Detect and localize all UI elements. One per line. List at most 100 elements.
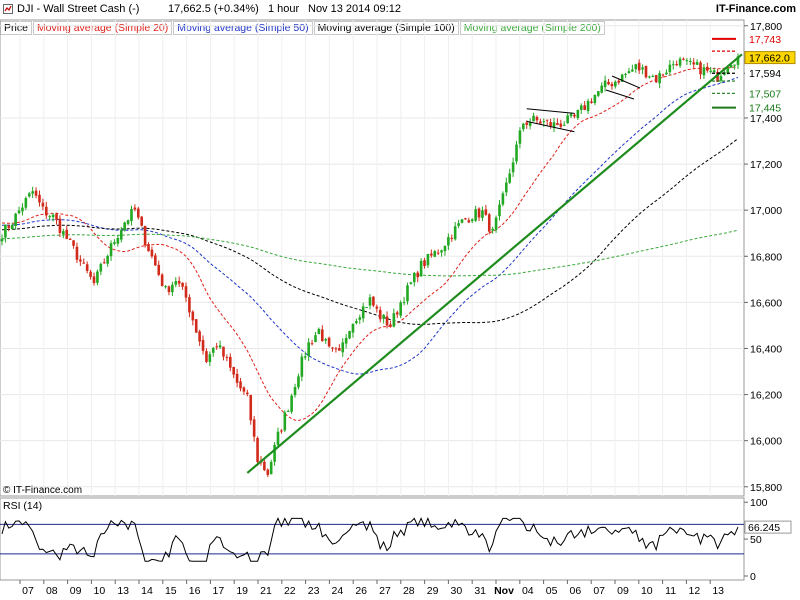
candle-body (79, 259, 82, 262)
price-label-box (745, 87, 795, 100)
candle-body (678, 58, 682, 66)
candle-body (692, 62, 696, 65)
candle-body (593, 94, 597, 104)
candle-body (518, 130, 522, 144)
candle-body (351, 323, 355, 333)
candle-body (542, 121, 546, 123)
candle-body (344, 338, 348, 344)
x-tick-label: 07 (593, 585, 605, 597)
candle-body (610, 83, 614, 87)
instrument-title: DJI - Wall Street Cash (-) (17, 3, 140, 15)
candle-body (450, 237, 454, 239)
candle-body (576, 109, 580, 118)
rsi-axis: 100 50 0 66.245 (744, 497, 792, 583)
candle-body (583, 105, 586, 110)
x-tick-label: 17 (213, 585, 225, 597)
candle-body (348, 331, 351, 339)
candle-body (136, 208, 140, 218)
candle-body (246, 392, 249, 395)
candle-body (280, 430, 283, 432)
candle-body (99, 263, 103, 272)
legend-sma100[interactable]: Moving average (Simple 100) (313, 21, 459, 35)
candle-body (736, 56, 740, 65)
candle-body (566, 115, 569, 124)
candle-body (232, 366, 236, 375)
price-label: 17,445 (749, 103, 781, 115)
candle-body (562, 124, 566, 126)
interval-label[interactable]: 1 hour (268, 3, 300, 15)
candle-body (556, 123, 559, 126)
candle-body (283, 412, 287, 431)
x-tick-label: 04 (522, 585, 534, 597)
candle-body (658, 73, 661, 84)
candle-body (528, 122, 532, 126)
y-tick-label: 17,200 (750, 159, 782, 171)
candle-body (143, 225, 147, 246)
candle-body (198, 331, 201, 342)
candle-body (682, 58, 685, 60)
y-tick-label: 16,000 (750, 436, 782, 448)
x-tick-label: 30 (451, 585, 463, 597)
rsi-label[interactable]: RSI (14) (3, 500, 42, 512)
candle-body (31, 191, 34, 194)
x-tick-label: 11 (665, 585, 676, 597)
trendline (246, 53, 743, 474)
candle-body (440, 250, 443, 253)
candle-body (338, 348, 341, 351)
candle-body (665, 72, 668, 75)
candle-body (498, 204, 501, 217)
candle-body (273, 444, 276, 462)
candle-body (130, 208, 133, 222)
candle-body (116, 237, 120, 244)
current-price: 17,662.5 (+0.34%) (168, 3, 259, 15)
candles (0, 53, 740, 478)
candle-body (34, 190, 38, 196)
candle-body (75, 246, 79, 260)
candle-body (695, 61, 699, 65)
y-tick-label: 16,600 (750, 297, 782, 309)
candle-body (55, 213, 58, 221)
candle-body (27, 193, 31, 197)
candle-body (702, 67, 706, 76)
price-label: 17,662.0 (749, 53, 790, 65)
candle-body (92, 276, 96, 284)
y-axis: 15,800 16,000 16,200 16,400 16,600 16,800 17,0… (744, 21, 782, 494)
candle-body (614, 81, 617, 87)
candle-body (286, 410, 290, 412)
candle-body (365, 307, 368, 309)
candle-body (395, 312, 399, 315)
sma20-line (1, 66, 739, 422)
x-tick-label: 07 (22, 585, 34, 597)
price-label-box (744, 51, 796, 65)
rsi-panel (0, 517, 744, 562)
candle-body (160, 274, 164, 286)
y-tick-label: 16,200 (750, 390, 782, 402)
candle-body (184, 286, 188, 298)
candle-body (399, 302, 402, 316)
candle-body (685, 60, 689, 62)
candle-body (215, 346, 218, 348)
candle-body (191, 311, 195, 321)
candle-body (324, 339, 328, 341)
candle-body (113, 242, 116, 244)
candle-body (712, 70, 716, 73)
candle-body (68, 238, 72, 240)
legend-price[interactable]: Price (0, 21, 32, 35)
channel-line (526, 108, 575, 114)
candle-body (416, 272, 420, 278)
x-tick-label: 21 (260, 585, 272, 597)
candle-body (174, 281, 178, 285)
channel-line (526, 120, 575, 133)
candle-body (631, 69, 634, 72)
candle-body (504, 182, 508, 193)
sma50-line (2, 76, 739, 375)
candle-body (522, 123, 525, 130)
candle-body (661, 74, 665, 76)
chart-icon[interactable] (3, 4, 13, 14)
x-tick-label: 15 (165, 585, 177, 597)
rsi-value-box (744, 520, 792, 534)
candle-body (624, 73, 627, 75)
candle-body (579, 105, 583, 110)
grid (0, 20, 744, 496)
